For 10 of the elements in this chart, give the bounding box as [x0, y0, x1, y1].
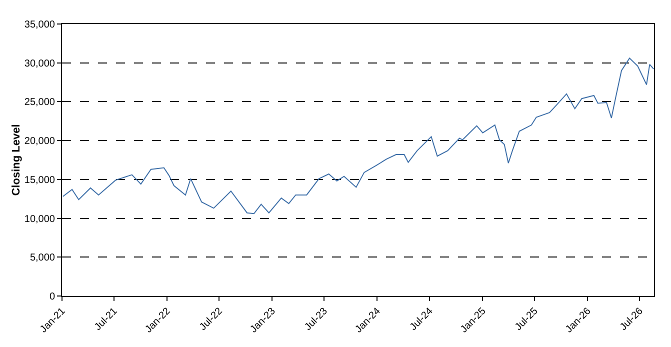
y-tick-label: 15,000: [24, 174, 56, 186]
y-tick-label: 25,000: [24, 97, 56, 108]
y-tick-label: 5,000: [30, 252, 56, 264]
y-tick-label: 35,000: [24, 20, 56, 30]
y-tick-label: 0: [49, 292, 56, 302]
y-tick-label: 30,000: [24, 58, 56, 70]
line-series: [62, 58, 654, 214]
y-axis-title: Closing Level: [10, 124, 22, 196]
y-tick-label: 20,000: [24, 136, 56, 148]
y-tick-label: 10,000: [24, 214, 56, 225]
